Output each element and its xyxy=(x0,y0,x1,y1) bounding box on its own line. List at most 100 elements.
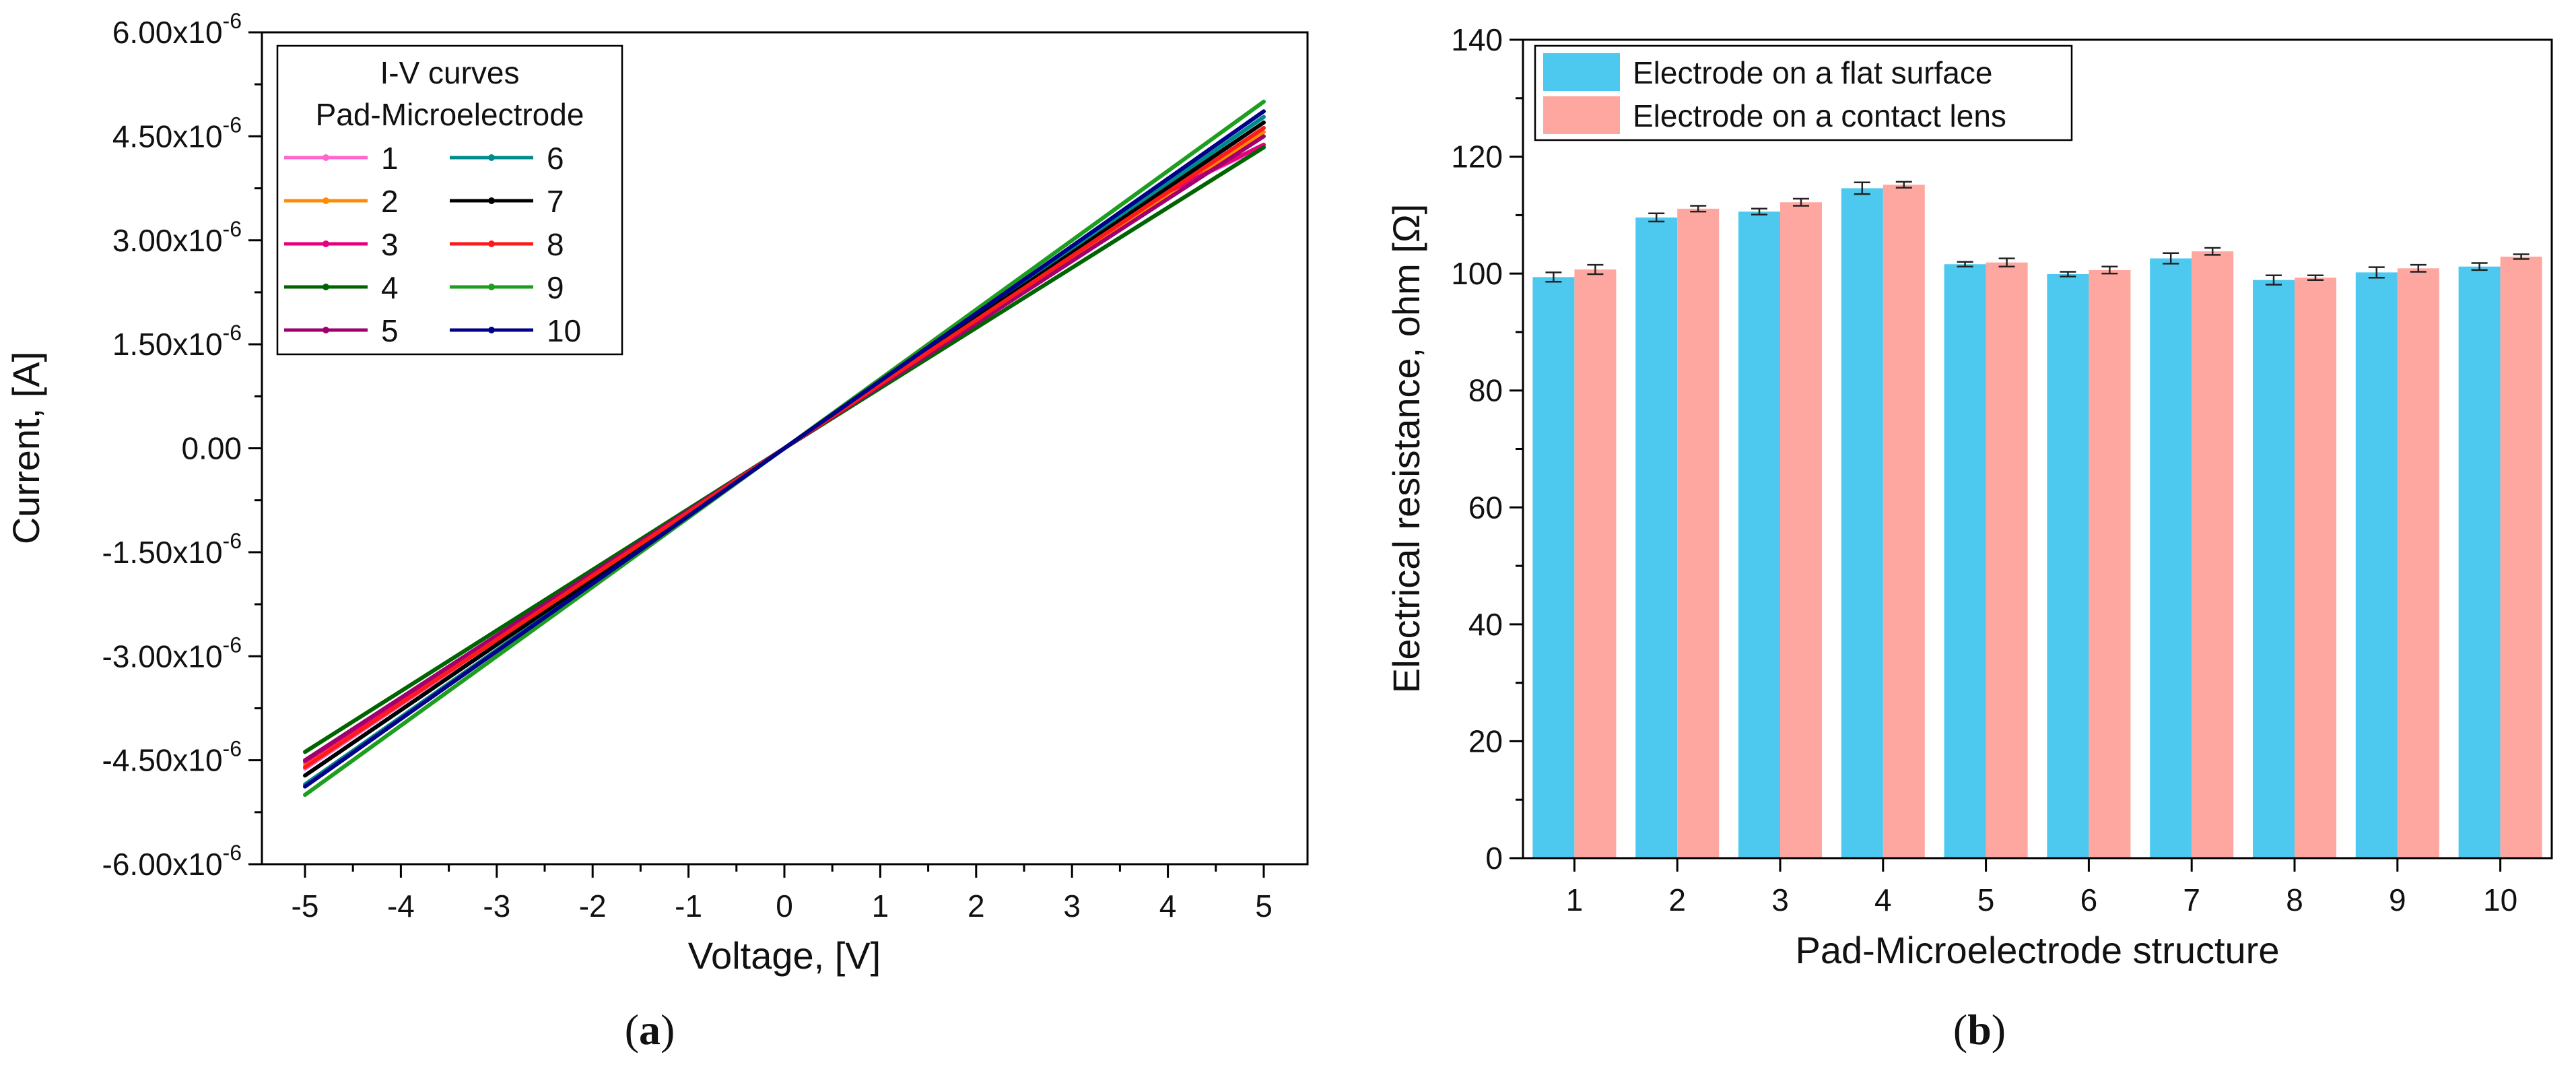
panel-b-legend-box xyxy=(1534,44,2073,141)
panel-b-bar-lens-9 xyxy=(2397,268,2439,858)
panel-a-y-tick-label: 0.00 xyxy=(181,431,242,466)
panel-b-bar-flat-10 xyxy=(2458,266,2501,858)
panel-a-y-tick-base: 3.00x10 xyxy=(112,223,223,258)
panel-a-x-tick-label: -2 xyxy=(579,888,607,924)
panel-a-y-tick-base: 4.50x10 xyxy=(112,119,223,154)
panel-a-legend-marker-10 xyxy=(488,327,495,333)
panel-a-x-tick-label: -4 xyxy=(387,888,415,924)
panel-b-bar-lens-1 xyxy=(1574,269,1617,858)
panel-a-y-tick-exponent: -6 xyxy=(223,633,242,657)
panel-a-legend-marker-8 xyxy=(488,240,495,247)
panel-a-iv-chart: -5 -4 -3 -2 -1 0 1 2 3 4 56.00x10-64.50x10-63.00x1… xyxy=(5,9,1309,1054)
panel-b-bar-flat-9 xyxy=(2355,272,2398,859)
panel-b-y-tick-label: 60 xyxy=(1468,490,1503,525)
panel-b-y-tick-label: 80 xyxy=(1468,373,1503,408)
panel-b-y-tick-label: 120 xyxy=(1451,139,1503,174)
panel-b-y-tick-label: 140 xyxy=(1451,22,1503,57)
panel-a-x-tick-label: 2 xyxy=(968,888,985,924)
panel-a-legend-marker-1 xyxy=(323,154,329,161)
panel-a-y-tick-base: -6.00x10 xyxy=(102,847,223,882)
panel-b-x-tick-label: 4 xyxy=(1874,882,1892,917)
panel-a-y-tick-base: -1.50x10 xyxy=(102,535,223,570)
panel-b-y-tick-label: 20 xyxy=(1468,723,1503,758)
panel-b-bar-lens-6 xyxy=(2089,269,2131,859)
panel-a-legend-label-6: 6 xyxy=(547,141,564,176)
panel-b-y-axis-title: Electrical resistance, ohm [Ω] xyxy=(1385,204,1427,694)
panel-b-x-tick-label: 6 xyxy=(2080,882,2098,917)
panel-a-y-tick-base: 6.00x10 xyxy=(112,15,223,50)
panel-b-x-tick-label: 10 xyxy=(2483,882,2517,917)
panel-b-bar-flat-8 xyxy=(2253,280,2295,858)
panel-a-y-tick-label: 4.50x10-6 xyxy=(112,112,242,154)
panel-a-legend-marker-9 xyxy=(488,284,495,290)
panel-b-legend-swatch-lens xyxy=(1543,96,1620,134)
panel-b-label-letter: b xyxy=(1967,1006,1992,1054)
panel-a-series-line-10 xyxy=(303,109,1266,789)
panel-a-legend-marker-6 xyxy=(488,154,495,161)
panel-b-legend-label-lens: Electrode on a contact lens xyxy=(1633,98,2006,133)
panel-b-bar-lens-8 xyxy=(2295,278,2336,858)
panel-b-bar-flat-4 xyxy=(1841,188,1883,859)
panel-a-y-tick-label: -1.50x10-6 xyxy=(102,529,242,570)
panel-a-y-tick-label: -3.00x10-6 xyxy=(102,633,242,674)
panel-b-bar-flat-5 xyxy=(1944,264,1986,858)
panel-a-legend-label-5: 5 xyxy=(381,313,399,348)
panel-a-x-tick-label: 5 xyxy=(1255,888,1273,924)
panel-a-legend-label-9: 9 xyxy=(547,270,564,305)
panel-b-bars-group xyxy=(1532,181,2542,859)
panel-a-legend-label-7: 7 xyxy=(547,184,564,219)
panel-b-legend-label-flat: Electrode on a flat surface xyxy=(1633,55,1992,90)
panel-a-legend-marker-2 xyxy=(323,197,329,204)
panel-a-legend-entries: 1 2 3 4 5 6 7 8 9 10 xyxy=(284,141,581,348)
panel-a-y-tick-label: 6.00x10-6 xyxy=(112,9,242,50)
panel-b-legend-swatch-flat xyxy=(1543,53,1620,91)
panel-b-bar-lens-10 xyxy=(2500,256,2542,859)
panel-b-bar-flat-3 xyxy=(1738,212,1780,858)
panel-b-x-axis-title: Pad-Microelectrode structure xyxy=(1796,929,2280,971)
panel-b-legend: Electrode on a flat surface Electrode on… xyxy=(1534,44,2073,141)
panel-a-y-tick-base: -3.00x10 xyxy=(102,639,223,674)
panel-a-label: (a) xyxy=(625,1006,675,1054)
panel-a-y-tick-exponent: -6 xyxy=(223,9,242,33)
panel-b-bar-lens-7 xyxy=(2192,251,2234,858)
panel-b-x-tick-label: 7 xyxy=(2183,882,2200,917)
panel-a-x-tick-label: 0 xyxy=(776,888,793,924)
panel-b-bar-flat-7 xyxy=(2150,258,2192,858)
panel-a-x-tick-label: -3 xyxy=(483,888,510,924)
panel-b-bar-lens-2 xyxy=(1677,208,1720,859)
panel-b-y-tick-label: 40 xyxy=(1468,607,1503,642)
panel-a-axes: -5 -4 -3 -2 -1 0 1 2 3 4 56.00x10-64.50x10-63.00x1… xyxy=(102,9,1273,924)
panel-b-x-tick-label: 3 xyxy=(1771,882,1789,917)
panel-a-y-tick-base: -4.50x10 xyxy=(102,743,223,778)
panel-a-label-letter: a xyxy=(639,1006,660,1054)
panel-a-y-tick-base: 1.50x10 xyxy=(112,327,223,362)
panel-a-legend-label-10: 10 xyxy=(547,313,581,348)
panel-a-x-tick-label: 3 xyxy=(1063,888,1081,924)
panel-b-x-tick-label: 5 xyxy=(1977,882,1995,917)
panel-a-x-axis-title: Voltage, [V] xyxy=(688,934,881,977)
panel-a-legend-subtitle: Pad-Microelectrode xyxy=(316,97,584,132)
panel-a-y-tick-exponent: -6 xyxy=(223,529,242,553)
panel-a-legend-title: I-V curves xyxy=(380,55,519,90)
panel-a-series-group xyxy=(303,99,1266,798)
panel-b-bar-lens-5 xyxy=(1986,262,2028,858)
panel-a-y-tick-exponent: -6 xyxy=(223,737,242,761)
panel-b-bar-lens-4 xyxy=(1883,185,1925,858)
panel-b-x-tick-label: 9 xyxy=(2389,882,2406,917)
panel-b-y-tick-label: 0 xyxy=(1485,841,1503,876)
panel-a-y-axis-title: Current, [A] xyxy=(5,352,47,544)
panel-a-y-tick-exponent: -6 xyxy=(223,112,242,137)
panel-b-bar-lens-3 xyxy=(1780,202,1822,858)
panel-b-x-tick-label: 8 xyxy=(2286,882,2303,917)
panel-b-bar-flat-1 xyxy=(1532,277,1575,859)
panel-a-legend-label-8: 8 xyxy=(547,227,564,262)
panel-a-legend-label-1: 1 xyxy=(381,141,399,176)
panel-b-bar-flat-6 xyxy=(2047,274,2089,858)
panel-b-bar-flat-2 xyxy=(1635,217,1678,858)
panel-a-y-tick-exponent: -6 xyxy=(223,321,242,345)
panel-a-legend-marker-7 xyxy=(488,197,495,204)
panel-a-y-tick-label: 1.50x10-6 xyxy=(112,321,242,362)
panel-a-x-tick-label: -5 xyxy=(292,888,319,924)
panel-a-legend-label-3: 3 xyxy=(381,227,399,262)
